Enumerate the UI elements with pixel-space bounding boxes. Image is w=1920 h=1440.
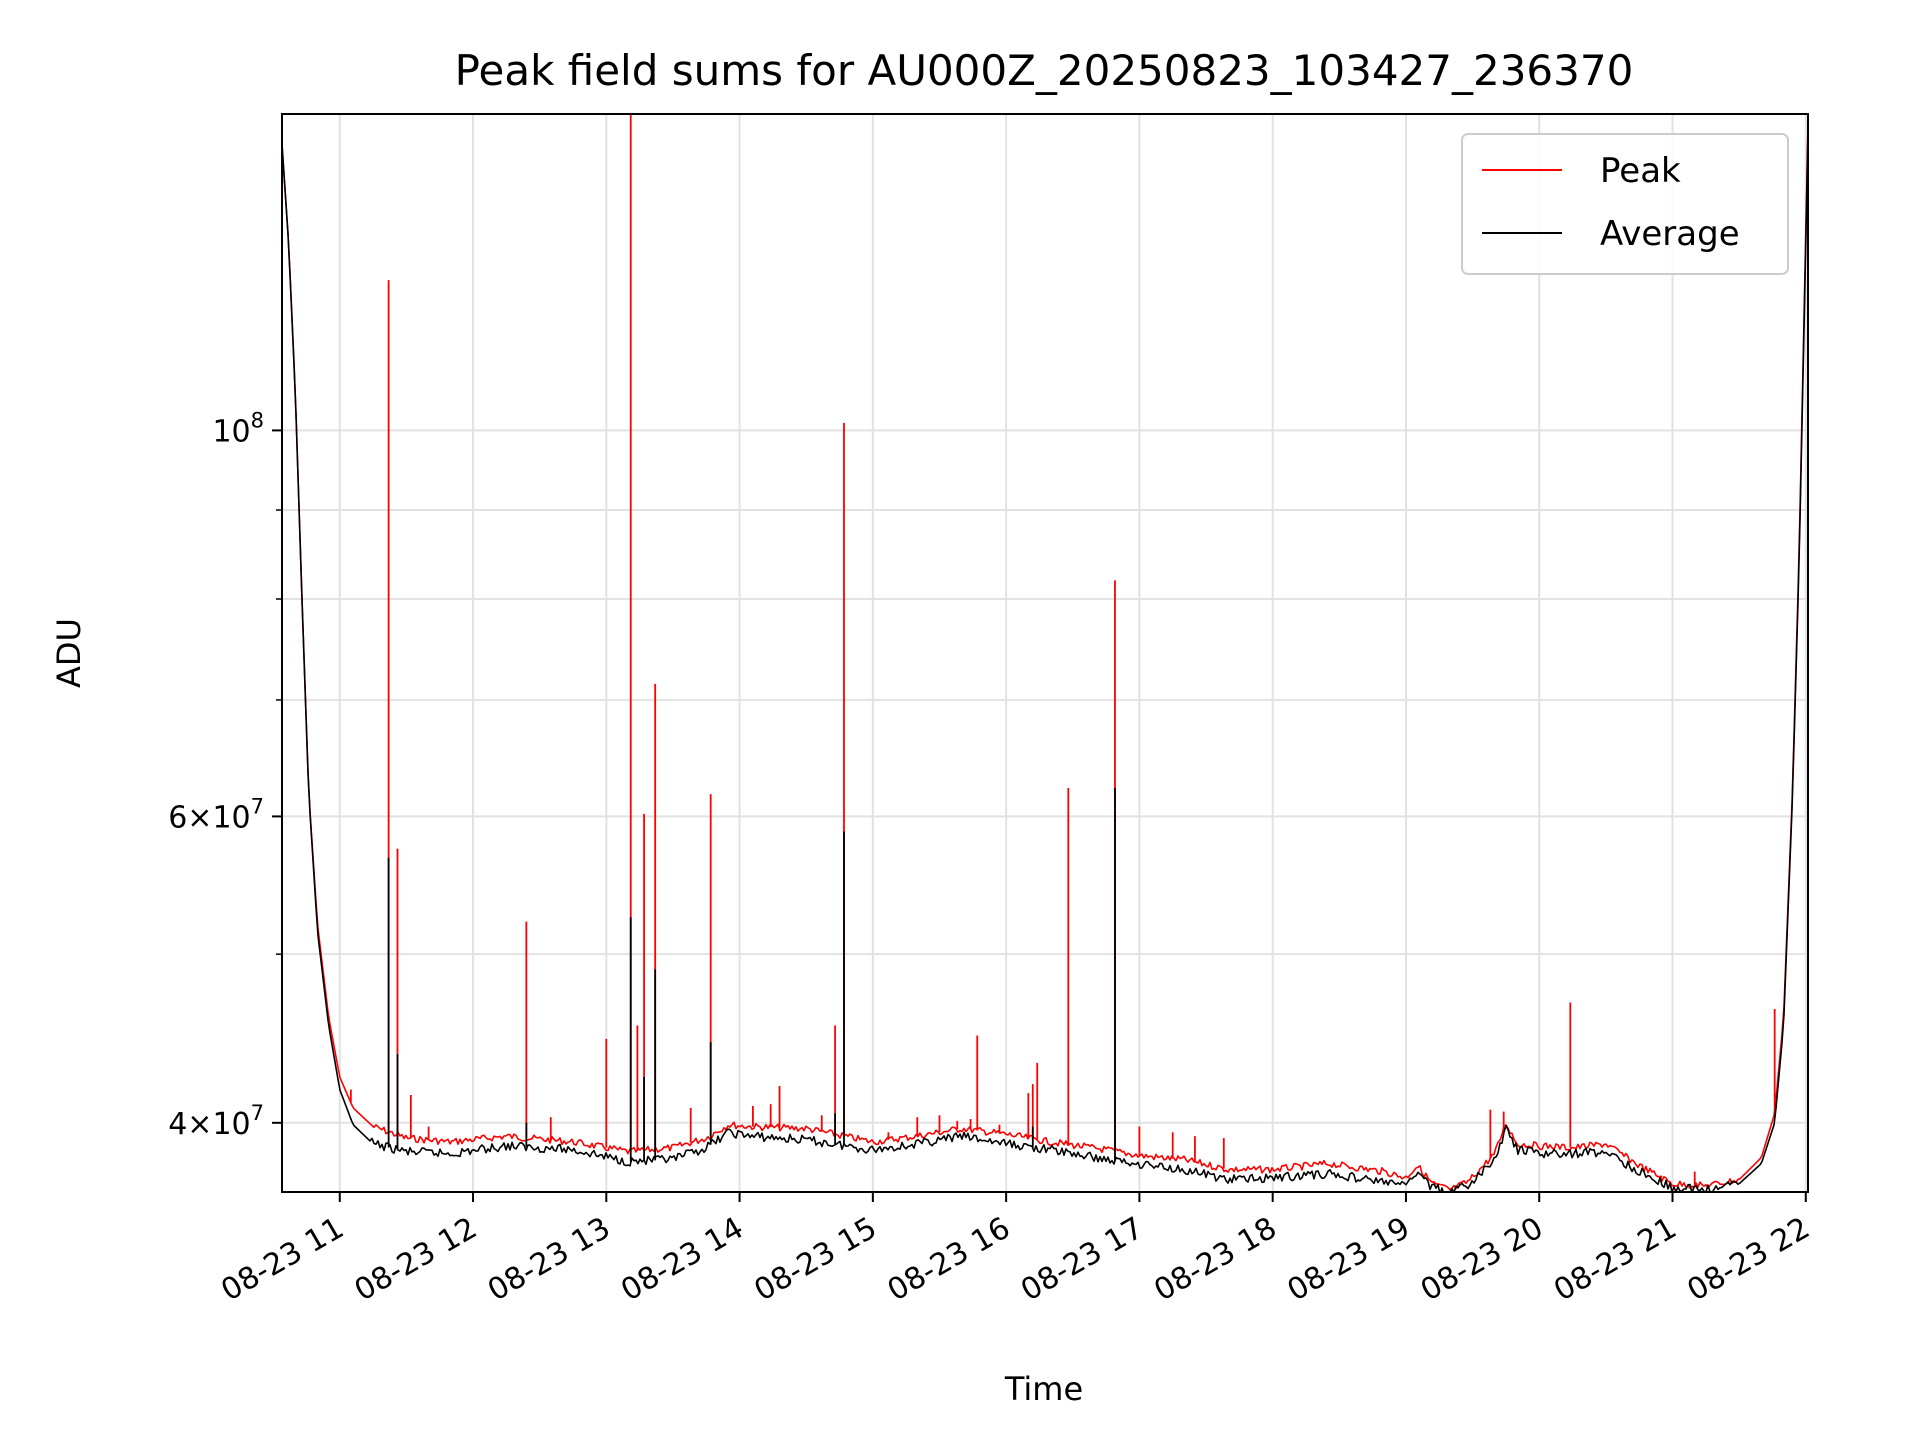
y-tick-label: 6×107: [168, 794, 264, 835]
legend: Peak Average: [1461, 133, 1789, 275]
y-axis-title: ADU: [50, 618, 88, 688]
series-layer: [282, 114, 1808, 1192]
y-axis: 4×107 6×107 108: [168, 408, 282, 1142]
chart-title: Peak field sums for AU000Z_20250823_1034…: [455, 46, 1634, 95]
y-tick-label: 108: [212, 408, 264, 449]
x-axis-title: Time: [1004, 1370, 1083, 1408]
grid: [282, 114, 1808, 1192]
plot-frame: [281, 113, 1809, 1193]
average-series-line: [282, 129, 1808, 1192]
legend-label-peak: Peak: [1600, 151, 1681, 191]
legend-label-average: Average: [1600, 214, 1740, 254]
y-tick-label: 4×107: [168, 1101, 264, 1142]
